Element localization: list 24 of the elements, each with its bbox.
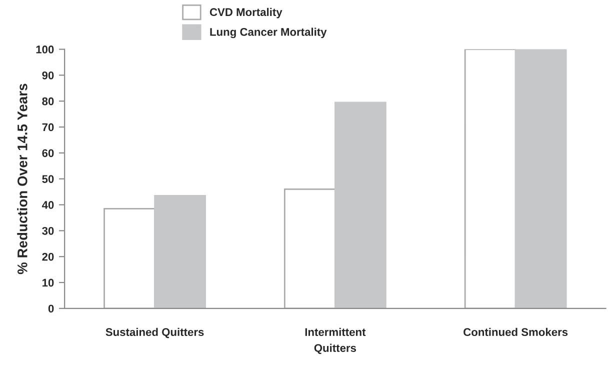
y-tick-label: 40 xyxy=(42,201,54,209)
bar xyxy=(104,208,156,308)
bar xyxy=(334,102,386,308)
bar xyxy=(464,49,516,308)
y-tick-label: 20 xyxy=(42,252,54,261)
y-tick-label: 100 xyxy=(36,46,54,54)
legend-label: CVD Mortality xyxy=(210,8,282,18)
x-tick-label: Continued Smokers xyxy=(464,328,568,336)
x-axis-title: Quitters xyxy=(314,344,356,354)
y-tick-label: 70 xyxy=(42,123,54,132)
x-tick-label: Intermittent xyxy=(305,328,366,336)
y-tick-label: 50 xyxy=(42,175,54,183)
y-tick-label: 60 xyxy=(42,149,54,158)
y-tick-label: 90 xyxy=(42,71,54,80)
y-tick-label: 10 xyxy=(42,278,54,287)
y-tick-label: 30 xyxy=(42,226,54,235)
legend-label: Lung Cancer Mortality xyxy=(210,28,327,38)
bar xyxy=(514,49,567,308)
y-tick-label: 80 xyxy=(42,97,54,106)
y-axis-title: % Reduction Over 14.5 Years xyxy=(17,84,28,274)
bar xyxy=(154,195,206,308)
x-tick-label: Sustained Quitters xyxy=(106,328,204,338)
bar xyxy=(284,188,336,308)
y-tick-label: 0 xyxy=(48,304,54,313)
